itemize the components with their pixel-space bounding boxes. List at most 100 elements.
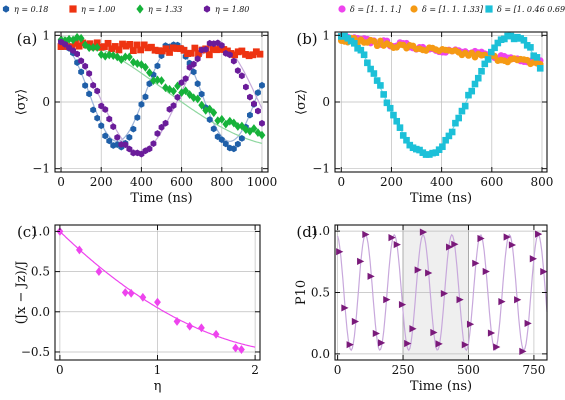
data-point-2 — [367, 65, 374, 73]
panel-c: 0 1 2 −0.5 0.0 0.5 1.0(c) η (Jx − Jz)/J — [14, 223, 261, 394]
data-point-0 — [234, 140, 241, 148]
data-point-2 — [174, 81, 181, 91]
data-point-3 — [154, 130, 161, 137]
data-point-0 — [134, 114, 141, 121]
data-point — [524, 319, 532, 328]
x-tick-label: 2 — [251, 363, 259, 377]
data-point — [346, 341, 354, 349]
data-point-1 — [72, 39, 79, 47]
data-point-1 — [119, 40, 126, 48]
data-point — [487, 329, 496, 337]
y-tick-label: 0.5 — [31, 265, 50, 279]
data-point-2 — [357, 46, 365, 54]
data-point — [404, 339, 412, 348]
data-point-2 — [138, 60, 145, 69]
fit-line — [59, 230, 256, 348]
data-point — [121, 288, 129, 297]
data-point-3 — [202, 46, 209, 53]
x-tick-label: 200 — [90, 175, 113, 189]
x-tick-label: 750 — [522, 363, 545, 377]
data-point-3 — [82, 62, 89, 70]
data-point-2 — [377, 82, 384, 89]
panel-label: (d) — [296, 223, 317, 241]
data-point-2 — [150, 76, 157, 86]
data-point-3 — [86, 70, 93, 77]
data-point-1 — [231, 51, 239, 59]
data-point — [451, 240, 459, 248]
data-point-1 — [104, 39, 112, 47]
data-point — [482, 267, 490, 276]
panel-b: 0 200 400 600 800 −1 0 1 (b) ⟨σz⟩ — [294, 28, 553, 189]
data-point — [414, 266, 422, 274]
data-point-1 — [187, 49, 195, 57]
data-point-1 — [166, 49, 173, 56]
data-point-0 — [142, 93, 149, 101]
data-point-0 — [247, 111, 253, 119]
data-point-2 — [461, 102, 469, 110]
data-point-2 — [455, 114, 462, 122]
data-point-2 — [370, 70, 378, 77]
data-point-2 — [533, 54, 541, 61]
data-point-2 — [390, 111, 397, 119]
x-tick-label: 0 — [334, 363, 342, 377]
data-point-3 — [126, 145, 133, 153]
data-point-2 — [234, 122, 242, 131]
y-tick-label: 1 — [42, 28, 50, 42]
y-axis-label: P10 — [294, 280, 309, 305]
legend-marker — [338, 5, 346, 13]
legend-label: η = 1.00 — [81, 5, 115, 14]
data-point-1 — [191, 44, 199, 52]
data-point-2 — [206, 104, 214, 114]
x-tick-label: 600 — [480, 175, 503, 189]
data-point-2 — [246, 126, 254, 136]
y-tick-label: 0.0 — [311, 347, 330, 361]
data-point-2 — [373, 77, 381, 84]
y-tick-label: −1 — [32, 162, 50, 176]
x-tick-label: 400 — [130, 175, 153, 189]
data-point-3 — [122, 141, 129, 149]
legend-marker — [410, 5, 418, 13]
x-tick-label: 250 — [392, 363, 415, 377]
data-point-0 — [255, 89, 261, 96]
panel-a: 0 200 400 600 800 1000 −1 0 1 (a) Time (ns) ⟨σy⟩ — [14, 28, 277, 206]
x-tick-label: 600 — [170, 175, 193, 189]
data-point-3 — [158, 123, 165, 131]
data-point-3 — [74, 50, 80, 58]
data-point-2 — [133, 59, 141, 68]
data-point-3 — [78, 57, 85, 65]
data-point-0 — [102, 132, 109, 140]
data-point-3 — [174, 93, 181, 101]
data-point-1 — [93, 39, 101, 47]
x-tick-label: 500 — [457, 363, 480, 377]
data-point-2 — [399, 132, 407, 139]
data-point-2 — [380, 91, 387, 98]
data-point — [440, 289, 449, 298]
data-point-2 — [198, 100, 206, 110]
data-point-0 — [238, 135, 245, 142]
data-point-1 — [209, 45, 217, 53]
data-point-3 — [146, 145, 153, 153]
data-point-3 — [170, 102, 177, 109]
data-point-3 — [234, 67, 241, 74]
x-tick-label: 0 — [56, 363, 64, 377]
data-point-1 — [158, 47, 166, 55]
data-point-2 — [481, 60, 489, 68]
data-point-2 — [158, 76, 165, 86]
data-point-2 — [491, 44, 498, 52]
data-point-1 — [169, 44, 177, 52]
data-point — [173, 317, 181, 326]
data-point-0 — [218, 136, 225, 144]
data-point-2 — [250, 124, 258, 133]
data-point-2 — [465, 91, 472, 99]
data-point — [466, 320, 475, 328]
data-point — [456, 296, 464, 304]
data-point-1 — [133, 41, 141, 49]
data-point — [377, 339, 386, 347]
data-point-0 — [206, 116, 213, 123]
data-point-1 — [249, 51, 257, 59]
data-point — [498, 298, 506, 306]
data-point-1 — [148, 43, 155, 51]
data-point-2 — [474, 74, 482, 82]
data-point-2 — [238, 121, 246, 131]
data-point-2 — [69, 35, 77, 45]
